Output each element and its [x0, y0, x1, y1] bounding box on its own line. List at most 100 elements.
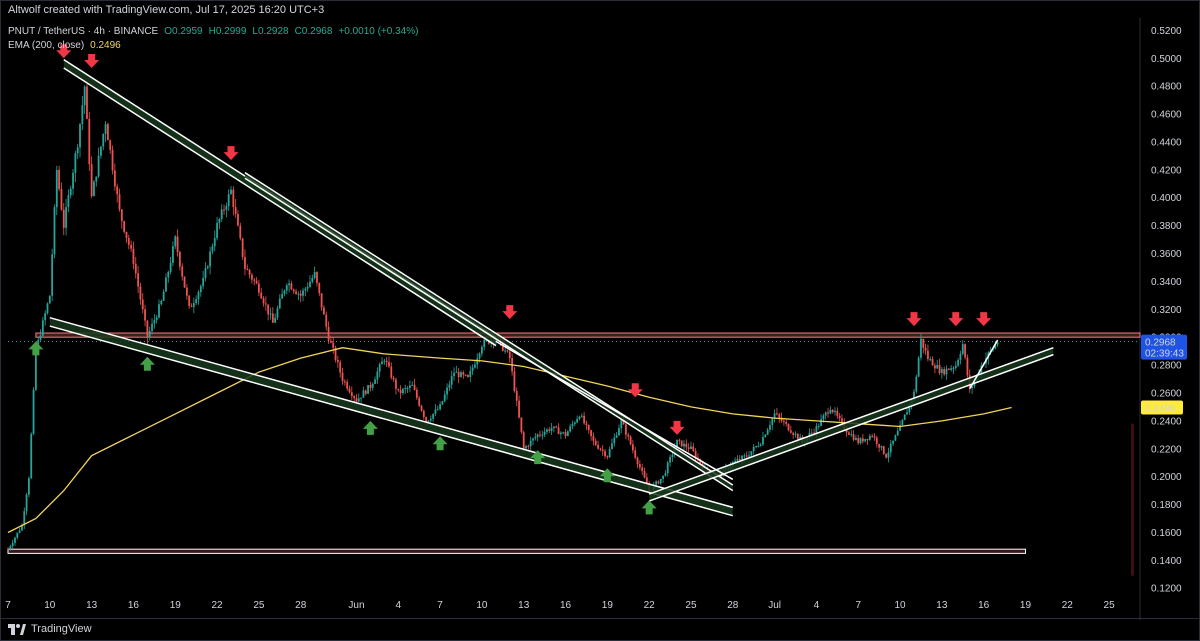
candle-body [48, 295, 51, 304]
ema-tag-label: 0.2496 [1145, 403, 1176, 414]
time-tick-label: 10 [476, 600, 488, 611]
tradingview-brand[interactable]: TradingView [8, 623, 92, 635]
candle-body [611, 443, 613, 450]
low-value: L0.2928 [252, 26, 289, 37]
candle-body [137, 273, 139, 287]
candle-body [202, 278, 205, 287]
candle-body [248, 269, 251, 275]
candle-body [220, 209, 223, 219]
candle-body [144, 309, 146, 321]
candle-body [848, 432, 850, 435]
candle-body [264, 303, 267, 305]
candle-body [422, 410, 425, 418]
candle-body [278, 298, 281, 309]
candle-body [257, 283, 260, 293]
candle-body [571, 424, 574, 427]
candle-body [302, 290, 304, 296]
candle-body [947, 368, 950, 370]
time-tick-label: 4 [814, 600, 820, 611]
candle-body [562, 432, 565, 434]
symbol-row[interactable]: PNUT / TetherUS · 4h · BINANCE O0.2959 H… [8, 25, 418, 39]
candle-body [604, 451, 606, 457]
candle-body [429, 418, 432, 421]
arrow-down-icon [669, 420, 685, 435]
symbol-label[interactable]: PNUT / TetherUS · 4h · BINANCE [8, 26, 159, 37]
candle-body [434, 409, 437, 414]
candle-body [755, 445, 757, 447]
candle-body [141, 299, 144, 310]
candle-body [694, 450, 697, 458]
candle-body [390, 366, 393, 378]
candle-body [474, 364, 476, 368]
candle-body [318, 282, 321, 294]
candle-body [892, 440, 894, 444]
candle-body [778, 414, 781, 418]
candle-body [83, 86, 86, 106]
candle-body [251, 274, 253, 280]
candle-body [836, 410, 839, 416]
candle-body [817, 425, 820, 427]
candle-body [690, 446, 692, 449]
candle-body [546, 429, 548, 432]
candle-body [882, 446, 885, 454]
arrow-down-icon [948, 312, 964, 327]
candle-body [76, 147, 79, 154]
time-tick-label: 16 [128, 600, 140, 611]
candle-body [162, 291, 165, 301]
candle-body [376, 371, 379, 380]
candle-body [58, 169, 61, 189]
candle-body [237, 213, 239, 226]
candle-body [74, 153, 77, 173]
candle-body [341, 372, 344, 382]
candle-body [678, 439, 681, 441]
candle-body [585, 423, 588, 425]
candle-body [127, 237, 130, 245]
candle-body [353, 396, 356, 399]
candle-body [594, 440, 597, 445]
candle-body [964, 344, 966, 358]
candle-body [120, 209, 123, 222]
arrow-up-icon [432, 436, 448, 451]
candle-body [506, 350, 509, 352]
candle-body [643, 470, 646, 478]
candle-body [762, 437, 764, 445]
candle-body [225, 206, 228, 210]
candle-body [97, 155, 100, 177]
candle-body [464, 374, 467, 376]
candle-body [645, 477, 648, 485]
candle-body [267, 304, 270, 315]
candle-body [824, 412, 827, 416]
candle-body [16, 532, 19, 538]
candle-body [666, 462, 669, 474]
candle-body [418, 397, 421, 406]
candle-body [794, 433, 797, 435]
time-tick-label: 22 [644, 600, 656, 611]
candle-body [441, 401, 444, 405]
candle-body [692, 446, 695, 451]
candle-body [62, 209, 65, 228]
candle-body [769, 425, 771, 430]
candle-body [14, 537, 16, 543]
candle-body [234, 207, 237, 214]
candle-body [192, 303, 195, 307]
candle-body [230, 189, 232, 195]
ema-label[interactable]: EMA (200, close) [8, 40, 85, 51]
candle-body [789, 430, 792, 433]
candle-body [625, 424, 627, 435]
candle-body [792, 432, 795, 435]
time-tick-label: 25 [253, 600, 265, 611]
candle-body [541, 434, 544, 436]
candle-body [748, 455, 750, 457]
candle-body [532, 438, 534, 441]
arrow-up-icon [641, 500, 657, 515]
candle-body [592, 436, 595, 441]
ema-row[interactable]: EMA (200, close) 0.2496 [8, 39, 418, 53]
price-tick-label: 0.5000 [1151, 54, 1182, 65]
candle-body [262, 298, 265, 304]
price-tick-label: 0.4000 [1151, 193, 1182, 204]
price-tick-label: 0.1600 [1151, 528, 1182, 539]
price-tick-label: 0.2800 [1151, 361, 1182, 372]
candle-body [227, 194, 230, 207]
time-tick-label: 16 [978, 600, 990, 611]
